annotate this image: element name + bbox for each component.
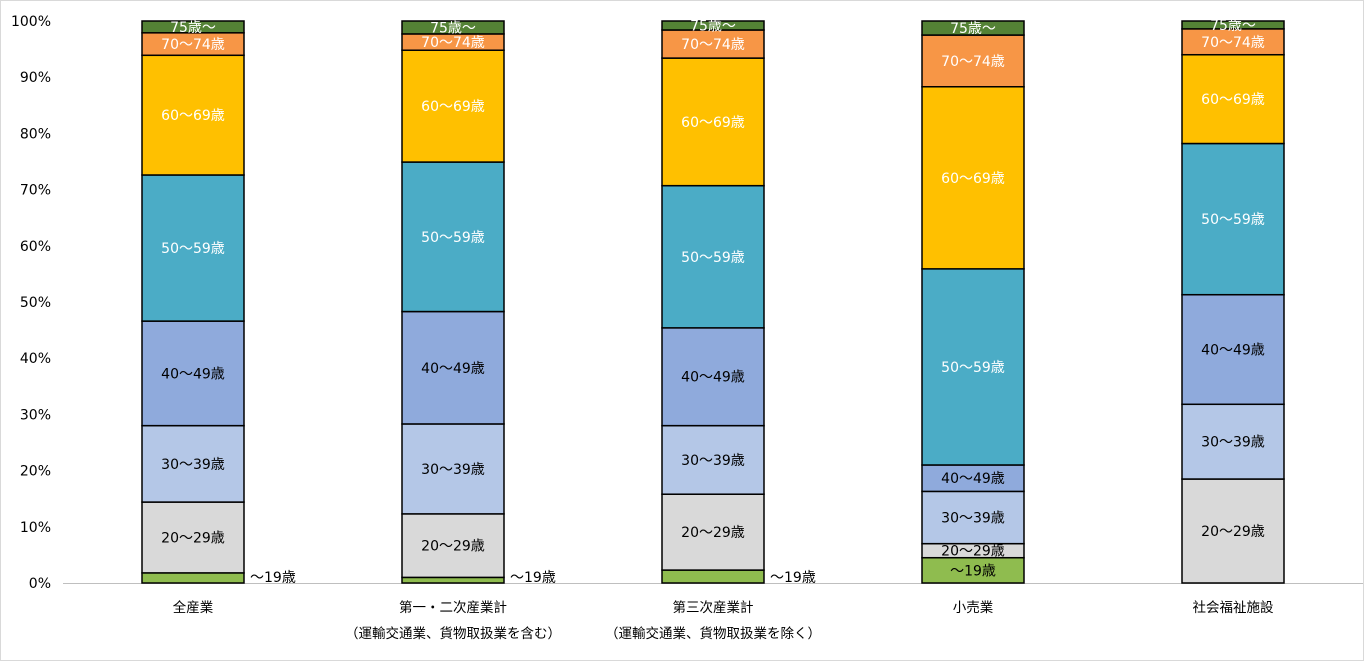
data-label: 40～49歳 [1201,342,1265,358]
data-label: 30～39歳 [161,457,225,473]
y-tick-label: 70% [20,183,51,199]
data-label: 50～59歳 [681,250,745,266]
bar-segment [141,501,245,574]
bar-segment [921,34,1025,88]
data-label: 70～74歳 [421,35,485,51]
bar-segment [401,513,505,579]
bar-segment [1181,53,1285,145]
bar-segment [921,86,1025,270]
bar-segment [661,184,765,329]
data-label: 40～49歳 [681,370,745,386]
bar-segment [141,174,245,322]
data-label: 75歳～ [690,18,736,34]
data-label: 75歳～ [950,21,996,37]
data-label: 50～59歳 [421,230,485,246]
bar-segment [1181,478,1285,584]
data-label: 50～59歳 [161,241,225,257]
y-tick-label: 100% [11,14,51,30]
data-label: 20～29歳 [421,539,485,555]
data-label: 70～74歳 [1201,35,1265,51]
y-tick-label: 80% [20,126,51,142]
data-label: 75歳～ [1210,18,1256,34]
data-label: 50～59歳 [941,360,1005,376]
data-label: 30～39歳 [681,453,745,469]
bar-segment [1181,20,1285,30]
bar-segment [141,54,245,176]
data-label: 30～39歳 [421,462,485,478]
y-tick-label: 90% [20,70,51,86]
data-label: 30～39歳 [941,511,1005,527]
bar-segment [401,576,505,584]
bar-segment [921,490,1025,545]
bar-segment [921,20,1025,36]
x-tick-label: 社会福祉施設 [1193,600,1274,616]
bar-segment [661,493,765,571]
data-label: 20～29歳 [161,530,225,546]
y-tick-label: 60% [20,239,51,255]
data-label: 20～29歳 [941,544,1005,560]
bar-segment [921,556,1025,584]
data-label: 30～39歳 [1201,435,1265,451]
y-tick-label: 50% [20,295,51,311]
x-tick-label: 第三次産業計 [673,599,754,616]
data-label: 60～69歳 [941,171,1005,187]
data-label: 20～29歳 [1201,524,1265,540]
x-tick-label: （運輸交通業、貨物取扱業を含む） [345,625,561,642]
bar-segment [141,20,245,34]
bar-segment [141,572,245,584]
bar-segment [1181,28,1285,56]
data-label: 60～69歳 [1201,92,1265,108]
y-tick-label: 0% [29,576,51,592]
x-tick-label: 小売業 [953,600,994,616]
bar-segment [401,310,505,425]
x-tick-label: （運輸交通業、貨物取扱業を除く） [605,625,821,642]
data-label: 60～69歳 [681,115,745,131]
y-tick-label: 30% [20,407,51,423]
x-tick-label: 第一・二次産業計 [399,599,507,616]
bar-segment [661,569,765,584]
data-label: 70～74歳 [681,37,745,53]
data-label: 40～49歳 [161,366,225,382]
bar-segment [401,161,505,313]
bar-segment [661,29,765,59]
data-label: 20～29歳 [681,525,745,541]
bar-segment [661,20,765,31]
data-label: 70～74歳 [161,37,225,53]
data-label: ～19歳 [510,570,556,586]
bar-segment [661,424,765,495]
y-tick-label: 10% [20,520,51,536]
bar-segment [1181,293,1285,406]
bar-segment [921,268,1025,466]
data-label: ～19歳 [950,563,996,579]
data-label: 40～49歳 [941,471,1005,487]
bar-segment [401,423,505,515]
bar-segment [661,327,765,427]
data-label: ～19歳 [770,570,816,586]
data-label: ～19歳 [250,570,296,586]
bar-segment [401,20,505,35]
data-label: 60～69歳 [421,99,485,115]
data-label: 40～49歳 [421,361,485,377]
data-label: 60～69歳 [161,108,225,124]
y-tick-label: 20% [20,464,51,480]
x-tick-label: 全産業 [173,599,214,616]
data-label: 75歳～ [430,20,476,36]
y-tick-label: 40% [20,351,51,367]
bar-segment [661,57,765,187]
data-label: 70～74歳 [941,54,1005,70]
data-label: 75歳～ [170,20,216,36]
bar-segment [141,424,245,503]
bar-segment [1181,403,1285,480]
bar-segment [401,49,505,163]
data-label: 50～59歳 [1201,212,1265,228]
